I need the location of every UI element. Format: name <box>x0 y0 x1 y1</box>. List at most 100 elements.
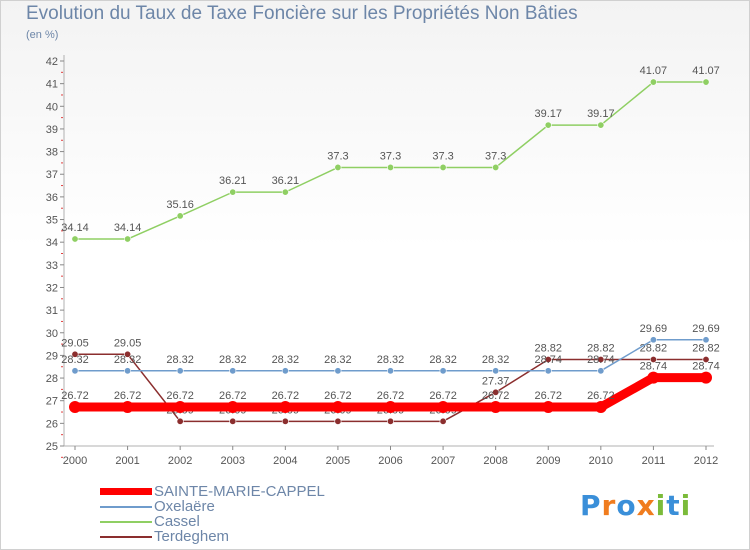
data-label: 26.72 <box>587 390 615 402</box>
data-label: 28.32 <box>114 354 142 366</box>
data-label: 28.74 <box>534 354 562 366</box>
logo-letter: i <box>680 489 692 522</box>
data-label: 29.69 <box>640 323 668 335</box>
y-tick-label: 34 <box>46 237 58 249</box>
data-label: 37.3 <box>432 150 453 162</box>
data-point <box>281 188 289 196</box>
data-point <box>124 350 132 358</box>
x-tick-label: 2008 <box>483 455 507 467</box>
y-tick-label: 33 <box>46 260 58 272</box>
y-tick-label: 40 <box>46 101 58 113</box>
data-label: 28.32 <box>429 354 457 366</box>
data-point <box>492 367 500 375</box>
data-point <box>334 367 342 375</box>
x-tick-label: 2000 <box>63 455 87 467</box>
data-point <box>702 355 710 363</box>
data-label: 28.32 <box>272 354 300 366</box>
data-label: 34.14 <box>61 222 89 234</box>
y-tick-label: 28 <box>46 373 58 385</box>
data-point <box>649 336 657 344</box>
data-label: 28.32 <box>219 354 247 366</box>
data-point <box>597 367 605 375</box>
data-point <box>176 417 184 425</box>
data-point <box>439 417 447 425</box>
legend-label: Cassel <box>154 513 200 530</box>
legend-swatch-cassel <box>100 521 152 523</box>
y-tick-label: 39 <box>46 124 58 136</box>
x-tick-label: 2005 <box>326 455 350 467</box>
data-point <box>176 367 184 375</box>
data-label: 39.17 <box>534 108 562 120</box>
y-tick-label: 31 <box>46 305 58 317</box>
data-point <box>439 163 447 171</box>
data-point <box>121 401 134 414</box>
data-point <box>489 401 502 414</box>
data-label: 28.32 <box>377 354 405 366</box>
data-label: 26.72 <box>534 390 562 402</box>
data-label: 26.72 <box>429 390 457 402</box>
legend-swatch-oxelaere <box>100 506 152 508</box>
data-point <box>279 401 292 414</box>
y-tick-label: 27 <box>46 396 58 408</box>
data-label: 26.72 <box>482 390 510 402</box>
chart-title: Evolution du Taux de Taxe Foncière sur l… <box>26 3 578 24</box>
data-label: 26.72 <box>61 390 89 402</box>
data-label: 28.32 <box>166 354 194 366</box>
data-point <box>124 235 132 243</box>
data-point <box>594 401 607 414</box>
y-tick-label: 37 <box>46 169 58 181</box>
data-point <box>492 163 500 171</box>
data-point <box>384 401 397 414</box>
legend-label: Oxelaëre <box>154 498 215 515</box>
data-label: 35.16 <box>166 199 194 211</box>
y-tick-label: 41 <box>46 79 58 91</box>
data-point <box>702 78 710 86</box>
data-label: 28.82 <box>692 342 720 354</box>
y-tick-label: 36 <box>46 192 58 204</box>
data-label: 28.32 <box>61 354 89 366</box>
data-point <box>647 371 660 384</box>
data-label: 39.17 <box>587 108 615 120</box>
y-tick-label: 42 <box>46 56 58 68</box>
data-point <box>69 401 81 414</box>
data-point <box>176 212 184 220</box>
x-tick-label: 2004 <box>273 455 297 467</box>
data-point <box>542 401 555 414</box>
data-label: 26.72 <box>166 390 194 402</box>
data-label: 41.07 <box>640 65 668 77</box>
data-label: 27.37 <box>482 375 510 387</box>
data-point <box>544 367 552 375</box>
logo-letter: P <box>580 489 602 522</box>
data-point <box>174 401 187 414</box>
logo-letter: o <box>616 489 637 522</box>
data-point <box>597 355 605 363</box>
data-point <box>386 163 394 171</box>
data-point <box>544 355 552 363</box>
x-tick-label: 2009 <box>536 455 560 467</box>
y-tick-label: 38 <box>46 147 58 159</box>
data-label: 28.82 <box>534 342 562 354</box>
data-point <box>386 367 394 375</box>
data-point <box>71 367 79 375</box>
y-tick-label: 35 <box>46 215 58 227</box>
data-point <box>229 417 237 425</box>
logo-letter: x <box>636 489 656 522</box>
data-label: 28.74 <box>692 361 720 373</box>
data-point <box>334 163 342 171</box>
data-point <box>331 401 344 414</box>
x-tick-label: 2001 <box>115 455 139 467</box>
data-label: 26.72 <box>114 390 142 402</box>
data-label: 41.07 <box>692 65 720 77</box>
data-label: 34.14 <box>114 222 142 234</box>
data-point <box>439 367 447 375</box>
data-point <box>71 235 79 243</box>
legend-label: SAINTE-MARIE-CAPPEL <box>154 483 325 500</box>
data-label: 26.72 <box>324 390 352 402</box>
proxiti-logo: Proxiti <box>580 489 691 522</box>
logo-letter: t <box>666 489 681 522</box>
x-tick-label: 2003 <box>221 455 245 467</box>
y-tick-label: 32 <box>46 282 58 294</box>
logo-letter: r <box>601 489 617 522</box>
data-point <box>544 121 552 129</box>
